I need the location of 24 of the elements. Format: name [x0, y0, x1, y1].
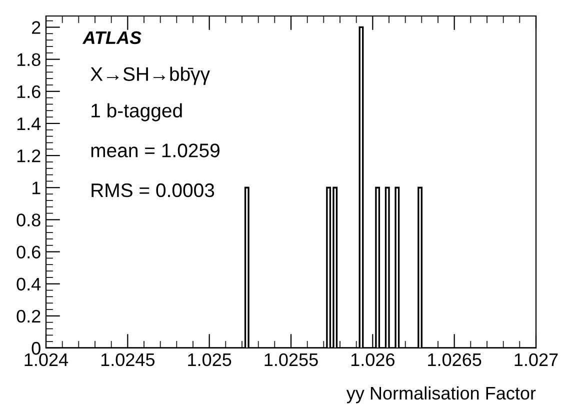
x-tick-label: 1.025 [188, 353, 232, 366]
x-tick-label: 1.027 [514, 353, 558, 366]
y-tick-label: 1.6 [17, 85, 40, 98]
y-tick-label: 1.2 [17, 149, 40, 162]
y-tick-label: 1.4 [17, 118, 41, 130]
x-axis-title: yy Normalisation Factor [346, 386, 536, 404]
annotation: RMS = 0.0003 [92, 183, 214, 198]
x-tick-label: 1.0265 [428, 353, 482, 366]
y-tick-label: 2 [32, 21, 40, 34]
y-tick-label: 1.8 [17, 53, 40, 66]
x-tick-label: 1.024 [24, 353, 68, 366]
annotation: 1 b-tagged [92, 103, 182, 122]
y-tick-label: 1 [32, 182, 40, 194]
annotation: mean = 1.0259 [91, 144, 220, 158]
x-tick-label: 1.026 [351, 353, 394, 366]
annotation: X→SH→bb̄γγ [90, 66, 210, 85]
y-tick-label: 0.6 [16, 246, 40, 258]
y-tick-label: 0.8 [16, 214, 40, 226]
y-tick-label: 0 [32, 342, 40, 355]
x-tick-label: 1.0245 [101, 353, 155, 366]
annotation: ATLAS [82, 31, 142, 44]
y-tick-label: 0.4 [16, 278, 41, 291]
y-tick-label: 0.2 [16, 310, 40, 323]
x-tick-label: 1.0255 [264, 353, 318, 366]
